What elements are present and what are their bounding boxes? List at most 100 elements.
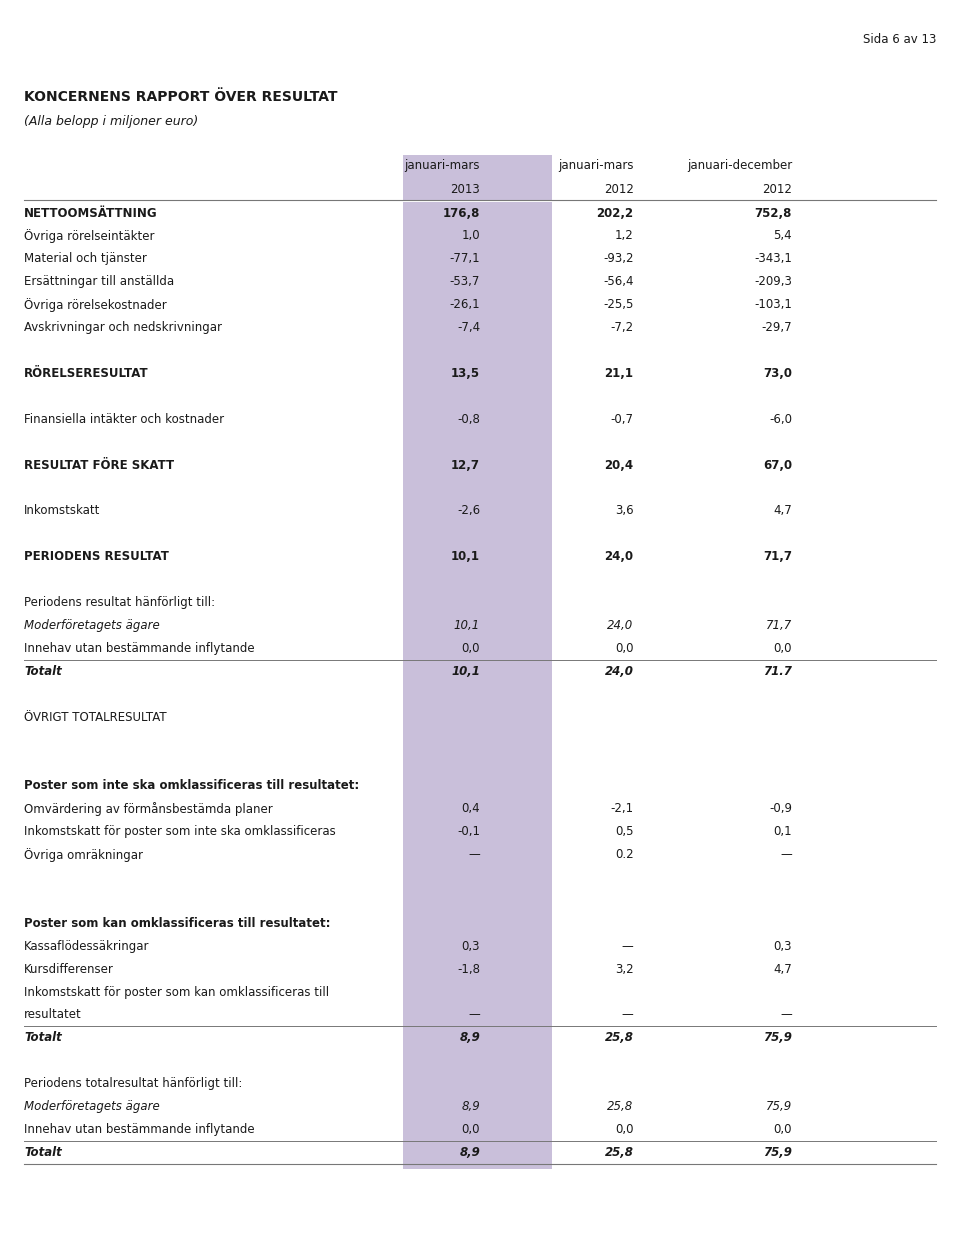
Text: —: — (622, 1008, 634, 1022)
Text: KONCERNENS RAPPORT ÖVER RESULTAT: KONCERNENS RAPPORT ÖVER RESULTAT (24, 90, 338, 104)
Text: 2012: 2012 (762, 183, 792, 195)
Text: -0,8: -0,8 (457, 413, 480, 426)
Text: -53,7: -53,7 (449, 275, 480, 288)
Text: 3,2: 3,2 (615, 963, 634, 975)
Text: —: — (780, 1008, 792, 1022)
Text: Moderföretagets ägare: Moderföretagets ägare (24, 1101, 159, 1113)
Text: -56,4: -56,4 (603, 275, 634, 288)
Text: januari-mars: januari-mars (558, 159, 634, 172)
Text: 0,0: 0,0 (615, 642, 634, 655)
Text: -2,1: -2,1 (611, 803, 634, 815)
Text: -0,9: -0,9 (769, 803, 792, 815)
Text: Totalt: Totalt (24, 665, 61, 677)
Text: januari-mars: januari-mars (404, 159, 480, 172)
Text: -93,2: -93,2 (603, 253, 634, 265)
Text: 25,8: 25,8 (605, 1032, 634, 1044)
Text: 0.2: 0.2 (615, 848, 634, 861)
Text: ÖVRIGT TOTALRESULTAT: ÖVRIGT TOTALRESULTAT (24, 711, 167, 724)
Text: 24,0: 24,0 (608, 618, 634, 632)
Text: RÖRELSERESULTAT: RÖRELSERESULTAT (24, 367, 149, 379)
Text: 10,1: 10,1 (451, 665, 480, 677)
Text: 2012: 2012 (604, 183, 634, 195)
Text: Avskrivningar och nedskrivningar: Avskrivningar och nedskrivningar (24, 321, 222, 334)
Text: Totalt: Totalt (24, 1032, 61, 1044)
Text: 0,5: 0,5 (615, 825, 634, 838)
Text: 0,0: 0,0 (615, 1123, 634, 1136)
Text: 4,7: 4,7 (773, 505, 792, 517)
Text: -7,4: -7,4 (457, 321, 480, 334)
Text: 0,3: 0,3 (462, 940, 480, 953)
Text: 202,2: 202,2 (596, 207, 634, 219)
Text: Totalt: Totalt (24, 1146, 61, 1159)
Text: Kursdifferenser: Kursdifferenser (24, 963, 114, 975)
Text: 8,9: 8,9 (461, 1101, 480, 1113)
Text: Ersättningar till anställda: Ersättningar till anställda (24, 275, 174, 288)
Text: —: — (780, 848, 792, 861)
Text: 5,4: 5,4 (774, 229, 792, 243)
Text: 0,0: 0,0 (462, 642, 480, 655)
Text: 24,0: 24,0 (605, 550, 634, 563)
Text: -2,6: -2,6 (457, 505, 480, 517)
Text: 13,5: 13,5 (451, 367, 480, 379)
Text: 25,8: 25,8 (608, 1101, 634, 1113)
Text: Övriga rörelsekostnader: Övriga rörelsekostnader (24, 298, 167, 312)
Text: Innehav utan bestämmande inflytande: Innehav utan bestämmande inflytande (24, 1123, 254, 1136)
Text: 21,1: 21,1 (605, 367, 634, 379)
Text: 176,8: 176,8 (443, 207, 480, 219)
Text: Övriga omräkningar: Övriga omräkningar (24, 848, 143, 861)
Text: Övriga rörelseintäkter: Övriga rörelseintäkter (24, 229, 155, 243)
Text: 67,0: 67,0 (763, 458, 792, 472)
Text: 0,1: 0,1 (774, 825, 792, 838)
Text: 1,2: 1,2 (614, 229, 634, 243)
Text: -7,2: -7,2 (611, 321, 634, 334)
Text: 20,4: 20,4 (605, 458, 634, 472)
Text: 10,1: 10,1 (454, 618, 480, 632)
Text: Omvärdering av förmånsbestämda planer: Omvärdering av förmånsbestämda planer (24, 801, 273, 816)
Text: Kassaflödessäkringar: Kassaflödessäkringar (24, 940, 150, 953)
Text: 12,7: 12,7 (451, 458, 480, 472)
Text: 24,0: 24,0 (605, 665, 634, 677)
Text: Periodens totalresultat hänförligt till:: Periodens totalresultat hänförligt till: (24, 1077, 242, 1090)
Text: -0,1: -0,1 (457, 825, 480, 838)
Text: 0,0: 0,0 (774, 1123, 792, 1136)
Text: Innehav utan bestämmande inflytande: Innehav utan bestämmande inflytande (24, 642, 254, 655)
Text: Periodens resultat hänförligt till:: Periodens resultat hänförligt till: (24, 596, 215, 608)
Text: -29,7: -29,7 (761, 321, 792, 334)
Text: 3,6: 3,6 (615, 505, 634, 517)
Text: Inkomstskatt för poster som kan omklassificeras till: Inkomstskatt för poster som kan omklassi… (24, 985, 329, 999)
Text: 752,8: 752,8 (755, 207, 792, 219)
Text: —: — (622, 940, 634, 953)
Text: Moderföretagets ägare: Moderföretagets ägare (24, 618, 159, 632)
Text: Poster som inte ska omklassificeras till resultatet:: Poster som inte ska omklassificeras till… (24, 779, 359, 793)
Text: -25,5: -25,5 (603, 298, 634, 312)
Text: 10,1: 10,1 (451, 550, 480, 563)
Text: 4,7: 4,7 (773, 963, 792, 975)
Text: 71.7: 71.7 (763, 665, 792, 677)
Text: Inkomstskatt: Inkomstskatt (24, 505, 101, 517)
Text: 1,0: 1,0 (462, 229, 480, 243)
Text: 75,9: 75,9 (763, 1032, 792, 1044)
Text: —: — (468, 848, 480, 861)
Text: Inkomstskatt för poster som inte ska omklassificeras: Inkomstskatt för poster som inte ska omk… (24, 825, 336, 838)
Text: resultatet: resultatet (24, 1008, 82, 1022)
Text: 71,7: 71,7 (766, 618, 792, 632)
Text: 73,0: 73,0 (763, 367, 792, 379)
Text: -343,1: -343,1 (755, 253, 792, 265)
Text: 75,9: 75,9 (763, 1146, 792, 1159)
Text: -77,1: -77,1 (449, 253, 480, 265)
Text: 0,0: 0,0 (462, 1123, 480, 1136)
Text: (Alla belopp i miljoner euro): (Alla belopp i miljoner euro) (24, 115, 199, 128)
Text: -103,1: -103,1 (755, 298, 792, 312)
Text: -6,0: -6,0 (769, 413, 792, 426)
Text: -26,1: -26,1 (449, 298, 480, 312)
Text: 0,3: 0,3 (774, 940, 792, 953)
Text: 2013: 2013 (450, 183, 480, 195)
Text: Finansiella intäkter och kostnader: Finansiella intäkter och kostnader (24, 413, 224, 426)
Bar (403, 155, 552, 200)
Text: januari-december: januari-december (686, 159, 792, 172)
Text: 25,8: 25,8 (605, 1146, 634, 1159)
Text: 8,9: 8,9 (459, 1146, 480, 1159)
Text: Sida 6 av 13: Sida 6 av 13 (863, 33, 936, 45)
Text: Material och tjänster: Material och tjänster (24, 253, 147, 265)
Bar (403, 202, 552, 1169)
